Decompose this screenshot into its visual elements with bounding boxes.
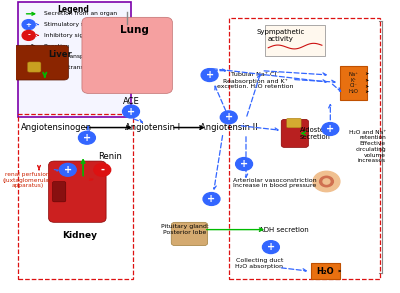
Text: Stimulatory signal: Stimulatory signal <box>44 22 98 27</box>
Circle shape <box>201 69 218 81</box>
Bar <box>229 18 380 279</box>
Text: +: + <box>127 107 135 117</box>
Text: +: + <box>26 22 32 28</box>
Text: -: - <box>27 33 30 38</box>
Text: +: + <box>225 112 233 122</box>
Circle shape <box>203 193 220 205</box>
FancyBboxPatch shape <box>281 119 308 147</box>
Circle shape <box>59 163 76 176</box>
Circle shape <box>320 176 333 187</box>
Circle shape <box>78 131 95 144</box>
Text: Pituitary gland:
Posterior lobe: Pituitary gland: Posterior lobe <box>161 224 209 235</box>
Text: +: + <box>240 159 248 169</box>
FancyBboxPatch shape <box>287 118 301 128</box>
Text: +: + <box>326 124 334 134</box>
Circle shape <box>322 122 339 135</box>
Circle shape <box>22 30 35 40</box>
Text: Inhibitory signal: Inhibitory signal <box>44 33 92 38</box>
Text: ADH secretion: ADH secretion <box>260 226 309 233</box>
Text: -: - <box>100 165 104 175</box>
FancyBboxPatch shape <box>82 17 172 93</box>
Circle shape <box>220 111 237 124</box>
Text: H₂O and Na⁺
retention
Effective
circulating
volume
increases: H₂O and Na⁺ retention Effective circulat… <box>348 130 386 163</box>
Text: Active transport: Active transport <box>44 54 92 59</box>
Text: Liver: Liver <box>48 50 72 59</box>
Text: Legend: Legend <box>58 5 90 14</box>
Text: Na⁺
K⁺
Cl⁻
H₂O: Na⁺ K⁺ Cl⁻ H₂O <box>349 72 359 94</box>
Circle shape <box>236 158 252 171</box>
Text: +: + <box>64 165 72 175</box>
Text: Lung: Lung <box>120 25 149 35</box>
Text: Kidney: Kidney <box>62 231 97 240</box>
Text: +: + <box>206 70 214 80</box>
Circle shape <box>94 163 111 176</box>
Circle shape <box>313 171 340 192</box>
Bar <box>18 2 131 117</box>
Text: H₂O: H₂O <box>316 267 334 275</box>
Bar <box>340 66 368 100</box>
Circle shape <box>122 105 140 118</box>
Circle shape <box>22 20 35 30</box>
Text: Angiotensin I: Angiotensin I <box>124 123 180 132</box>
Text: Aldosterone
secretion: Aldosterone secretion <box>300 127 340 140</box>
Bar <box>265 25 324 56</box>
Circle shape <box>262 241 279 253</box>
Text: +: + <box>83 133 91 143</box>
FancyBboxPatch shape <box>52 181 66 202</box>
Text: Secretion from an organ: Secretion from an organ <box>44 11 117 16</box>
Text: Tubular Na⁺ Cl⁻
Reabsorption and K⁺
excretion. H₂O retention: Tubular Na⁺ Cl⁻ Reabsorption and K⁺ excr… <box>217 72 294 89</box>
Text: Renin: Renin <box>98 152 122 161</box>
FancyBboxPatch shape <box>171 222 208 246</box>
FancyBboxPatch shape <box>13 45 68 80</box>
Text: Sypmpathetic
activity: Sypmpathetic activity <box>256 29 305 42</box>
Text: Passive transport: Passive transport <box>44 65 96 70</box>
Text: renal perfusion
(juxtaglomerular
apparatus): renal perfusion (juxtaglomerular apparat… <box>3 172 52 188</box>
FancyBboxPatch shape <box>28 62 41 72</box>
Bar <box>311 263 340 279</box>
Bar <box>18 115 133 279</box>
Text: +: + <box>208 194 216 204</box>
Circle shape <box>323 179 330 184</box>
FancyBboxPatch shape <box>48 161 106 222</box>
Text: Reaction: Reaction <box>44 44 70 49</box>
Text: ACE: ACE <box>123 97 139 106</box>
Text: Arteriolar vasoconstriction
Increase in blood pressure: Arteriolar vasoconstriction Increase in … <box>233 178 316 188</box>
Text: +: + <box>267 242 275 252</box>
Text: Collecting duct
H₂O absorption: Collecting duct H₂O absorption <box>236 258 284 269</box>
Text: Angiotensin II: Angiotensin II <box>200 123 258 132</box>
Text: Angiotensinogen: Angiotensinogen <box>21 123 92 132</box>
